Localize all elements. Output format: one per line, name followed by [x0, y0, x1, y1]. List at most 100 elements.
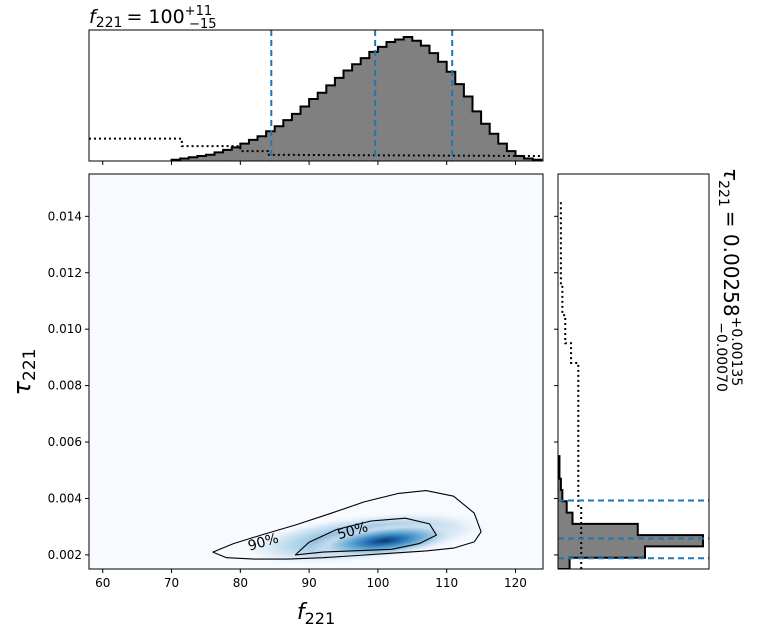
- top-hist-bar: [300, 106, 310, 161]
- top-hist-bar: [197, 156, 207, 161]
- top-prior: [89, 137, 543, 158]
- x-tick-label-110: 110: [435, 576, 458, 590]
- right-title-sub: 221: [715, 180, 731, 207]
- top-hist-bar: [223, 149, 233, 161]
- x-tick-label-80: 80: [233, 576, 248, 590]
- top-hist-bar: [240, 143, 250, 161]
- contour-50: [294, 517, 437, 556]
- density-core: [310, 523, 460, 559]
- top-hist-bar: [334, 77, 344, 161]
- right-hist-bar: [558, 512, 573, 525]
- top-hist-bar: [481, 123, 490, 161]
- right-hist-bar: [558, 501, 567, 513]
- y-axis-title-base: τ: [8, 380, 36, 395]
- right-hist-bar: [558, 523, 638, 536]
- right-hist-bar: [558, 535, 703, 547]
- y-tick-label-1: 0.004: [48, 491, 82, 505]
- y-tick-label-5: 0.012: [48, 266, 82, 280]
- right-histogram: [558, 455, 704, 569]
- top-title-value: = 100: [126, 6, 184, 28]
- x-tick-label-60: 60: [95, 576, 110, 590]
- top-hist-bar: [498, 143, 508, 161]
- x-axis-title-sub: 221: [305, 609, 336, 628]
- top-hist-bar: [309, 99, 319, 161]
- contour-90: [212, 490, 482, 560]
- right-title-sup: +0.00135: [728, 317, 744, 387]
- right-background: [558, 174, 709, 569]
- top-hist-bar: [205, 154, 215, 161]
- top-hist-bar: [463, 96, 473, 161]
- top-hist-bar: [395, 39, 405, 161]
- top-hist-bar: [214, 152, 224, 161]
- top-hist-bar: [274, 126, 284, 161]
- top-hist-bar: [257, 136, 267, 161]
- y-tick-label-6: 0.014: [48, 209, 82, 223]
- y-axis-title: τ221: [8, 349, 40, 396]
- top-hist-bar: [283, 120, 293, 161]
- joint-frame: [88, 173, 544, 570]
- top-hist-bar: [506, 151, 516, 161]
- x-tick-label-90: 90: [301, 576, 316, 590]
- top-hist-bar: [455, 84, 465, 161]
- top-title-sub2: −15: [189, 17, 216, 32]
- top-hist-bar: [412, 40, 422, 161]
- right-y-ticks: [554, 215, 558, 556]
- right-marginal-title: τ221 = 0.00258+0.00135−0.00070: [713, 168, 744, 392]
- top-hist-bar: [360, 58, 370, 161]
- top-frame: [88, 29, 544, 162]
- top-title-base: f: [89, 6, 99, 28]
- joint-density-panel: 90% 50% 60 70 80 90 100 110 120 0.0020.0040.00…: [48, 173, 544, 590]
- top-title-sup: +11: [185, 4, 212, 19]
- top-hist-bar: [369, 51, 379, 161]
- right-hist-bar: [558, 557, 570, 569]
- right-prior-line: [559, 202, 583, 569]
- top-x-ticks: [102, 161, 516, 165]
- top-hist-bar: [472, 111, 482, 161]
- right-title-base: τ: [719, 168, 743, 181]
- joint-y-ticks: 0.002 0.004 0.006 0.008 0.010 0.012 0.014: [48, 209, 89, 562]
- top-hist-bar: [231, 147, 241, 161]
- y-tick-label-4: 0.010: [48, 322, 82, 336]
- top-hist-bar: [446, 71, 456, 161]
- top-hist-bar: [438, 61, 447, 161]
- top-hist-bar: [352, 64, 362, 161]
- top-hist-bar: [524, 158, 533, 161]
- x-tick-label-120: 120: [504, 576, 527, 590]
- density-heatmap: [236, 510, 492, 566]
- x-axis-title-base: f: [297, 600, 308, 625]
- top-hist-bar: [266, 131, 276, 161]
- x-axis-title: f221: [297, 600, 335, 628]
- contour-lines: [212, 490, 482, 560]
- right-hist-outline: [558, 455, 704, 569]
- top-hist-bar: [343, 70, 353, 161]
- top-title-sub: 221: [96, 15, 123, 31]
- top-hist-outline: [170, 36, 543, 161]
- joint-x-ticks: 60 70 80 90 100 110 120: [95, 569, 527, 590]
- top-hist-bar: [317, 92, 327, 161]
- right-frame: [557, 173, 710, 570]
- top-hist-bar: [489, 133, 499, 161]
- top-marginal-title: f221 = 100+11 −15: [89, 4, 217, 32]
- joint-background: [89, 174, 543, 569]
- top-hist-bar: [429, 53, 439, 161]
- right-title-value: = 0.00258: [719, 211, 743, 317]
- top-marginal-panel: [88, 29, 544, 165]
- y-tick-label-0: 0.002: [48, 548, 82, 562]
- top-hist-bar: [291, 113, 301, 161]
- right-title-sub2: −0.00070: [713, 322, 729, 392]
- right-quantile-lines: [558, 499, 709, 560]
- top-hist-bar: [180, 158, 190, 161]
- x-tick-label-100: 100: [366, 576, 389, 590]
- top-hist-bar: [326, 85, 336, 161]
- x-tick-label-70: 70: [164, 576, 179, 590]
- right-hist-bar: [558, 490, 563, 502]
- right-marginal-panel: [554, 173, 710, 570]
- right-hist-bar: [558, 546, 645, 559]
- top-prior-line: [89, 137, 543, 158]
- top-quantile-lines: [270, 30, 454, 161]
- right-prior: [559, 202, 583, 569]
- top-hist-bar: [377, 46, 387, 161]
- right-hist-bar: [558, 478, 561, 491]
- top-hist-bar: [515, 156, 525, 161]
